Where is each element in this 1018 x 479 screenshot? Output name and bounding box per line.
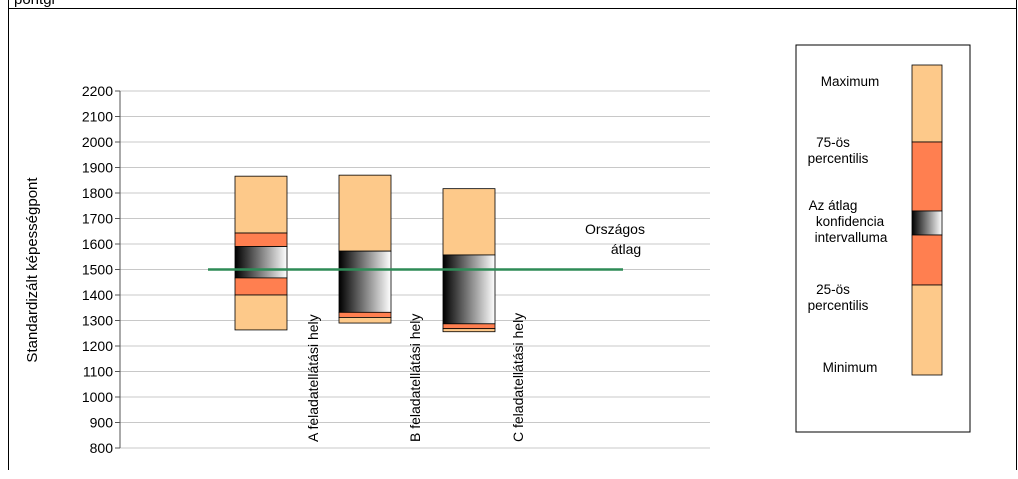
category-label: B feladatellátási hely xyxy=(407,314,423,442)
box-upper-whisker-band xyxy=(442,188,496,256)
y-tick-label: 1900 xyxy=(82,160,113,176)
legend-label-ci-line2: konfidencia xyxy=(816,214,885,229)
legend-p25-band xyxy=(911,234,943,286)
y-tick-label: 1500 xyxy=(82,262,113,278)
category-labels: A feladatellátási hely B feladatellátási … xyxy=(305,313,526,442)
y-tick-label: 1300 xyxy=(82,313,113,329)
legend-p75-band xyxy=(911,141,943,212)
legend-label-max: Maximum xyxy=(821,74,880,89)
category-label: A feladatellátási hely xyxy=(305,314,321,442)
legend-label-p25-line2: percentilis xyxy=(808,298,869,313)
y-tick-label: 900 xyxy=(90,415,114,431)
box-2 xyxy=(338,174,392,324)
box-ci-band xyxy=(234,246,288,279)
box-3 xyxy=(442,188,496,333)
box-p25-band xyxy=(338,311,392,318)
legend-max-band xyxy=(911,64,943,143)
chart-frame xyxy=(8,0,1017,470)
y-tick-label: 1800 xyxy=(82,185,113,201)
box-lower-whisker-band xyxy=(338,317,392,324)
y-axis-label: Standardizált képességpont xyxy=(24,177,41,363)
legend-label-p75-line2: percentilis xyxy=(808,151,869,166)
header-partial-text: pontgi xyxy=(14,0,55,8)
legend-label-p25-line1: 25-ös xyxy=(816,282,850,297)
y-tick-label: 1100 xyxy=(83,364,113,380)
box-upper-whisker-band xyxy=(234,175,288,234)
category-label: C feladatellátási hely xyxy=(510,313,526,442)
legend: Maximum 75-ös percentilis Az átlag konfi… xyxy=(795,44,971,433)
grid-lines xyxy=(120,90,710,449)
box-p25-band xyxy=(234,277,288,296)
legend-label-p75-line1: 75-ös xyxy=(816,135,850,150)
top-border xyxy=(8,8,1016,9)
legend-ci-band xyxy=(911,210,943,236)
y-axis: 800 900 1000 1100 1200 1300 1400 1500 1600 1700 18… xyxy=(82,83,121,456)
box-lower-whisker-band xyxy=(442,328,496,333)
reference-label-line2: átlag xyxy=(611,241,641,257)
y-tick-label: 1700 xyxy=(82,211,113,227)
boxes xyxy=(234,174,496,333)
reference-label-line1: Országos xyxy=(585,221,645,237)
box-lower-whisker-band xyxy=(234,294,288,331)
y-tick-label: 1400 xyxy=(82,287,113,303)
box-upper-whisker-band xyxy=(338,174,392,252)
box-ci-band xyxy=(338,250,392,313)
y-tick-label: 2100 xyxy=(82,109,113,125)
legend-label-ci-line3: intervalluma xyxy=(815,230,888,245)
legend-min-band xyxy=(911,284,943,376)
y-tick-label: 1000 xyxy=(82,389,113,405)
legend-label-min: Minimum xyxy=(823,360,878,375)
y-tick-label: 1600 xyxy=(82,236,113,252)
box-p25-band xyxy=(442,323,496,330)
box-p75-band xyxy=(234,232,288,247)
y-tick-label: 1200 xyxy=(82,338,113,354)
box-ci-band xyxy=(442,254,496,325)
y-tick-label: 800 xyxy=(90,440,114,456)
y-tick-label: 2200 xyxy=(82,83,113,99)
y-tick-label: 2000 xyxy=(82,134,113,150)
legend-label-ci-line1: Az átlag xyxy=(809,198,858,213)
box-1 xyxy=(234,175,288,331)
